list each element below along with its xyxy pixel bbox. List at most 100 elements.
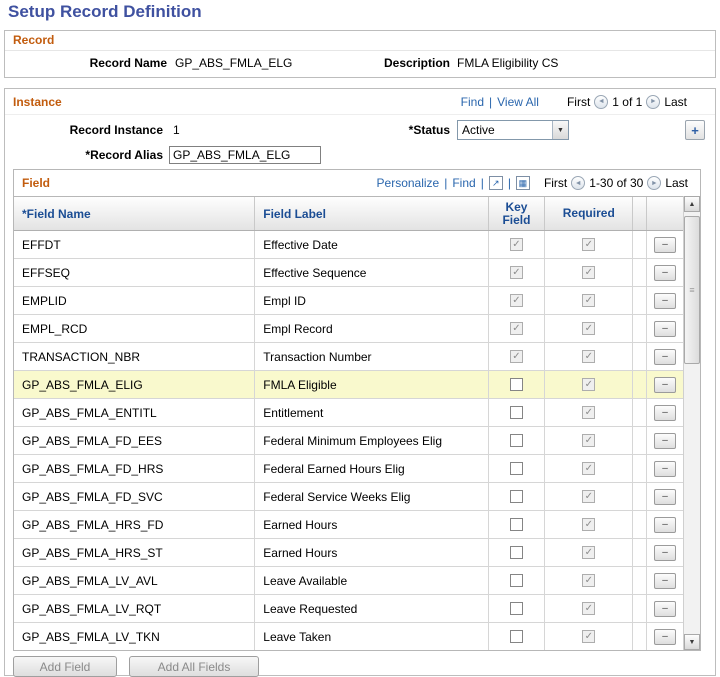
delete-row-button[interactable]: – [654,404,677,421]
add-all-fields-button[interactable]: Add All Fields [129,656,259,677]
column-header-field-label[interactable]: Field Label [255,197,489,230]
key-field-cell: ✓ [489,259,546,286]
column-header-field-name[interactable]: *Field Name [14,197,256,230]
scroll-down-button[interactable]: ▼ [684,634,700,650]
field-grid-body: EFFDT Effective Date ✓ ✓ – EFFSEQ Effect… [14,231,683,650]
field-label-cell: Effective Date [255,231,489,258]
page-title: Setup Record Definition [8,2,202,21]
record-group-bar: Record [5,31,715,51]
field-name-cell: GP_ABS_FMLA_LV_TKN [14,623,256,650]
instance-groupbox: Instance Find | View All First ◄ 1 of 1 … [4,88,716,677]
column-header-key-field[interactable]: Key Field [489,197,546,230]
download-grid-button[interactable]: ▦ [515,176,530,190]
required-cell: ✓ [545,371,634,398]
view-all-link[interactable]: View All [497,94,539,109]
key-field-cell [489,539,546,566]
status-dropdown[interactable]: Active ▼ [457,120,569,140]
field-name-cell: GP_ABS_FMLA_HRS_FD [14,511,256,538]
scroll-thumb[interactable]: ≡ [684,216,700,364]
personalize-link[interactable]: Personalize [376,176,440,190]
field-name-cell: GP_ABS_FMLA_ELIG [14,371,256,398]
grid-next-page-button[interactable]: ► [647,176,662,190]
popout-grid-button[interactable]: ↗ [488,176,503,190]
grid-find-link[interactable]: Find [452,176,476,190]
description-value: FMLA Eligibility CS [457,56,559,70]
required-cell: ✓ [545,595,634,622]
grid-scrollbar[interactable]: ▲ ≡ ▼ [683,196,700,650]
delete-row-button[interactable]: – [654,320,677,337]
key-field-checkbox: ✓ [510,294,523,307]
key-field-checkbox[interactable] [510,518,523,531]
required-cell: ✓ [545,539,634,566]
key-field-cell: ✓ [489,287,546,314]
key-field-checkbox[interactable] [510,378,523,391]
popout-icon: ↗ [492,177,500,188]
prev-page-button[interactable]: ◄ [594,94,609,109]
scroll-up-button[interactable]: ▲ [684,196,700,212]
column-header-required[interactable]: Required [545,197,634,230]
minus-icon: – [662,267,668,278]
minus-icon: – [662,547,668,558]
delete-row-button[interactable]: – [654,516,677,533]
delete-row-button[interactable]: – [654,432,677,449]
delete-row-button[interactable]: – [654,544,677,561]
find-link[interactable]: Find [460,94,485,109]
field-name-cell: EMPLID [14,287,256,314]
key-field-checkbox[interactable] [510,602,523,615]
field-name-cell: TRANSACTION_NBR [14,343,256,370]
key-field-checkbox[interactable] [510,574,523,587]
actions-cell: – [647,259,683,286]
instance-row-1: Record Instance 1 *Status Active ▼ + [5,120,715,142]
required-cell: ✓ [545,287,634,314]
key-field-checkbox[interactable] [510,546,523,559]
add-row-button[interactable]: + [685,120,705,140]
table-row: GP_ABS_FMLA_FD_HRS Federal Earned Hours … [14,455,683,483]
field-label-cell: Leave Available [255,567,489,594]
delete-row-button[interactable]: – [654,264,677,281]
actions-cell: – [647,231,683,258]
required-cell: ✓ [545,343,634,370]
key-field-checkbox: ✓ [510,322,523,335]
delete-row-button[interactable]: – [654,348,677,365]
grid-prev-page-button[interactable]: ◄ [571,176,586,190]
field-label-cell: Empl ID [255,287,489,314]
table-row: GP_ABS_FMLA_FD_SVC Federal Service Weeks… [14,483,683,511]
required-checkbox: ✓ [582,238,596,251]
record-alias-input[interactable] [169,146,321,164]
field-name-cell: EFFDT [14,231,256,258]
separator: | [444,176,448,190]
delete-row-button[interactable]: – [654,572,677,589]
key-field-cell [489,371,546,398]
field-name-cell: GP_ABS_FMLA_LV_RQT [14,595,256,622]
key-field-checkbox[interactable] [510,630,523,643]
key-field-cell [489,567,546,594]
delete-row-button[interactable]: – [654,292,677,309]
field-grid-nav: Personalize | Find | ↗ | ▦ First ◄ 1-30 … [377,176,688,190]
next-arrow-icon: ► [649,98,657,105]
minus-icon: – [662,491,668,502]
key-field-checkbox: ✓ [510,238,523,251]
add-field-button[interactable]: Add Field [13,656,117,677]
delete-row-button[interactable]: – [654,236,677,253]
key-field-checkbox[interactable] [510,434,523,447]
field-label-cell: Federal Earned Hours Elig [255,455,489,482]
delete-row-button[interactable]: – [654,376,677,393]
required-checkbox: ✓ [582,602,596,615]
next-arrow-icon: ► [650,179,658,187]
field-label-cell: Leave Requested [255,595,489,622]
next-page-button[interactable]: ► [646,94,661,109]
delete-row-button[interactable]: – [654,600,677,617]
required-checkbox: ✓ [582,490,596,503]
delete-row-button[interactable]: – [654,460,677,477]
delete-row-button[interactable]: – [654,488,677,505]
actions-cell: – [647,399,683,426]
field-name-cell: GP_ABS_FMLA_LV_AVL [14,567,256,594]
key-field-checkbox[interactable] [510,406,523,419]
key-field-checkbox[interactable] [510,462,523,475]
table-row: TRANSACTION_NBR Transaction Number ✓ ✓ – [14,343,683,371]
blank-cell [633,455,648,482]
key-field-checkbox[interactable] [510,490,523,503]
required-cell: ✓ [545,259,634,286]
delete-row-button[interactable]: – [654,628,677,645]
